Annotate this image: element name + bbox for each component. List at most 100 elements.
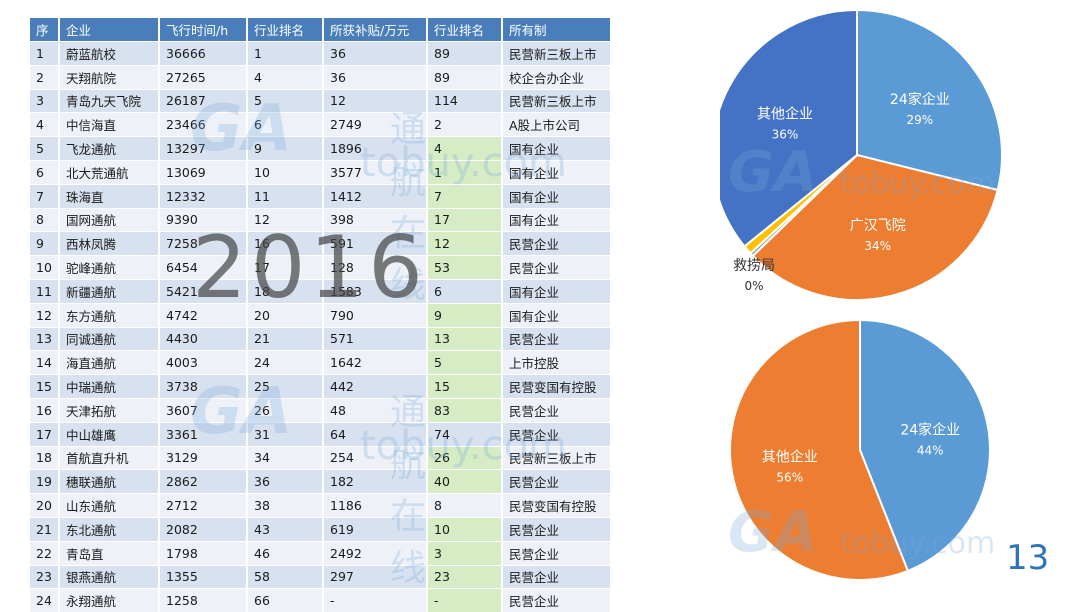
ranking-table: 序 企业 飞行时间/h 行业排名 所获补贴/万元 行业排名 所有制 1 蔚蓝航校 3…	[30, 18, 612, 612]
cell-index: 5	[30, 136, 60, 160]
cell-company: 蔚蓝航校	[60, 41, 160, 65]
cell-index: 15	[30, 374, 60, 398]
cell-ownership: 国有企业	[503, 278, 612, 303]
table-row: 24 永翔通航 1258 66- - 民营企业	[30, 588, 612, 612]
cell-index: 2	[30, 64, 60, 89]
pie-slice-percent: 34%	[864, 239, 891, 253]
header-ownership: 所有制	[503, 18, 612, 41]
cell-subsidy: 64	[324, 421, 428, 446]
cell-subsidy-rank: 26	[428, 445, 503, 470]
cell-flight-hours: 3607	[160, 397, 248, 422]
cell-index: 10	[30, 255, 60, 279]
cell-ownership: 民营企业	[503, 564, 612, 589]
cell-industry-rank: 43	[248, 516, 324, 541]
cell-subsidy: 36	[324, 64, 428, 89]
cell-subsidy: 442	[324, 374, 428, 398]
cell-subsidy-rank: 6	[428, 278, 503, 303]
cell-industry-rank: 25	[248, 374, 324, 398]
cell-subsidy-rank: 89	[428, 41, 503, 65]
table-row: 17 中山雄鹰 3361 31 64 74 民营企业	[30, 421, 612, 446]
cell-index: 24	[30, 588, 60, 612]
cell-industry-rank: 38	[248, 493, 324, 517]
cell-flight-hours: 2712	[160, 493, 248, 517]
cell-subsidy: 254	[324, 445, 428, 470]
cell-subsidy-rank: 7	[428, 183, 503, 208]
cell-industry-rank: 10	[248, 159, 324, 184]
cell-flight-hours: 27265	[160, 64, 248, 89]
pie-slice	[751, 153, 999, 301]
cell-industry-rank: 20	[248, 302, 324, 327]
cell-company: 银燕通航	[60, 564, 160, 589]
pie-chart-bottom: 24家企业 44% 其他企业 56%	[729, 318, 991, 581]
cell-subsidy: 591	[324, 231, 428, 256]
cell-industry-rank: 26	[248, 397, 324, 422]
cell-index: 3	[30, 88, 60, 113]
cell-subsidy: 619	[324, 516, 428, 541]
cell-industry-rank: 18	[248, 278, 324, 303]
cell-subsidy: 1896	[324, 136, 428, 160]
table-row: 21 东北通航 2082 43 619 10 民营企业	[30, 516, 612, 541]
cell-index: 20	[30, 493, 60, 517]
ranking-table-container: 序 企业 飞行时间/h 行业排名 所获补贴/万元 行业排名 所有制 1 蔚蓝航校 3…	[30, 18, 612, 612]
pie-slice-percent: 29%	[907, 113, 934, 127]
cell-flight-hours: 9390	[160, 207, 248, 232]
table-row: 9 西林凤腾 7258 16 591 12 民营企业	[30, 231, 612, 256]
pie-slice	[856, 8, 1003, 192]
cell-flight-hours: 3361	[160, 421, 248, 446]
cell-subsidy: 48	[324, 397, 428, 422]
cell-subsidy: 398	[324, 207, 428, 232]
cell-industry-rank: 5	[248, 88, 324, 113]
cell-company: 驼峰通航	[60, 255, 160, 279]
cell-subsidy-rank: 23	[428, 564, 503, 589]
table-header-row: 序 企业 飞行时间/h 行业排名 所获补贴/万元 行业排名 所有制	[30, 18, 612, 41]
pie-slice	[859, 318, 991, 573]
pie-slice-label: 广汉飞院	[850, 218, 906, 234]
header-subsidy: 所获补贴/万元	[324, 18, 428, 41]
cell-subsidy: 128	[324, 255, 428, 279]
cell-subsidy-rank: 83	[428, 397, 503, 422]
cell-ownership: 民营企业	[503, 231, 612, 256]
cell-subsidy-rank: 4	[428, 136, 503, 160]
cell-flight-hours: 4003	[160, 350, 248, 375]
table-row: 18 首航直升机 3129 34 254 26 民营新三板上市	[30, 445, 612, 470]
cell-subsidy: 1186	[324, 493, 428, 517]
pie-slice-percent: 36%	[772, 128, 799, 142]
cell-subsidy-rank: -	[428, 588, 503, 612]
cell-flight-hours: 23466	[160, 112, 248, 137]
cell-flight-hours: 26187	[160, 88, 248, 113]
cell-subsidy-rank: 5	[428, 350, 503, 375]
page-number: 13	[1006, 538, 1050, 578]
table-row: 11 新疆通航 5421 18 1583 6 国有企业	[30, 278, 612, 303]
cell-ownership: 国有企业	[503, 302, 612, 327]
cell-ownership: 民营企业	[503, 421, 612, 446]
cell-ownership: 民营企业	[503, 469, 612, 494]
cell-flight-hours: 13297	[160, 136, 248, 160]
cell-index: 13	[30, 326, 60, 351]
cell-ownership: 民营变国有控股	[503, 374, 612, 398]
cell-company: 中信海直	[60, 112, 160, 137]
table-row: 1 蔚蓝航校 36666 1 36 89 民营新三板上市	[30, 41, 612, 65]
cell-index: 14	[30, 350, 60, 375]
cell-industry-rank: 34	[248, 445, 324, 470]
cell-index: 9	[30, 231, 60, 256]
cell-industry-rank: 4	[248, 64, 324, 89]
cell-flight-hours: 1798	[160, 540, 248, 565]
cell-company: 北大荒通航	[60, 159, 160, 184]
cell-industry-rank: 16	[248, 231, 324, 256]
cell-subsidy: -	[324, 588, 428, 612]
cell-subsidy-rank: 9	[428, 302, 503, 327]
cell-subsidy-rank: 10	[428, 516, 503, 541]
cell-index: 4	[30, 112, 60, 137]
cell-subsidy-rank: 2	[428, 112, 503, 137]
cell-ownership: 民营变国有控股	[503, 493, 612, 517]
cell-index: 11	[30, 278, 60, 303]
cell-subsidy: 12	[324, 88, 428, 113]
cell-company: 首航直升机	[60, 445, 160, 470]
cell-index: 8	[30, 207, 60, 232]
cell-company: 青岛直	[60, 540, 160, 565]
cell-subsidy-rank: 15	[428, 374, 503, 398]
pie-slice-percent: 44%	[917, 444, 944, 458]
cell-index: 18	[30, 445, 60, 470]
cell-index: 17	[30, 421, 60, 446]
